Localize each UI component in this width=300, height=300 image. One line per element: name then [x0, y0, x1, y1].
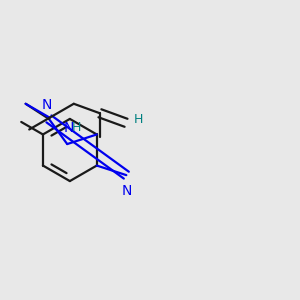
- Text: H: H: [134, 113, 143, 126]
- Text: N: N: [121, 184, 131, 198]
- Text: N: N: [41, 98, 52, 112]
- Text: N: N: [64, 121, 74, 135]
- Text: H: H: [72, 121, 81, 134]
